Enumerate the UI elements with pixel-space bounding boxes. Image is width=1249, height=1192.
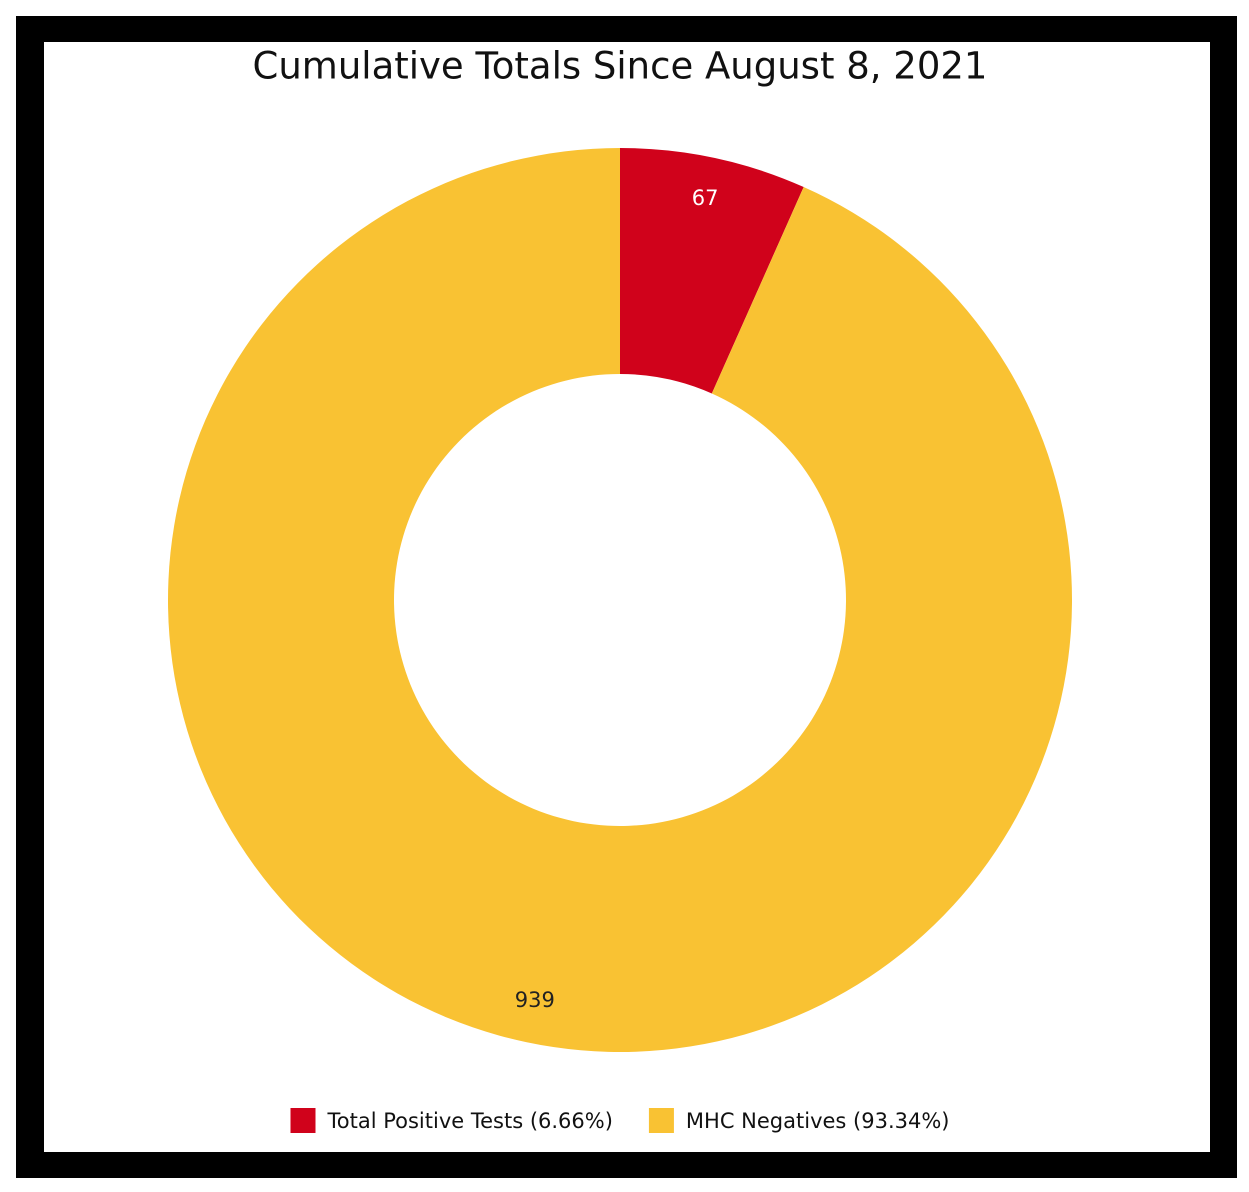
data-label: 67: [692, 186, 719, 210]
legend-swatch: [648, 1108, 674, 1133]
donut-slice: [620, 148, 804, 394]
chart-title: Cumulative Totals Since August 8, 2021: [253, 45, 988, 88]
data-label: 939: [515, 988, 555, 1012]
legend-label: MHC Negatives (93.34%): [686, 1109, 950, 1133]
legend-swatch: [290, 1108, 316, 1133]
legend-label: Total Positive Tests (6.66%): [327, 1109, 613, 1133]
donut-slice: [168, 148, 1073, 1052]
